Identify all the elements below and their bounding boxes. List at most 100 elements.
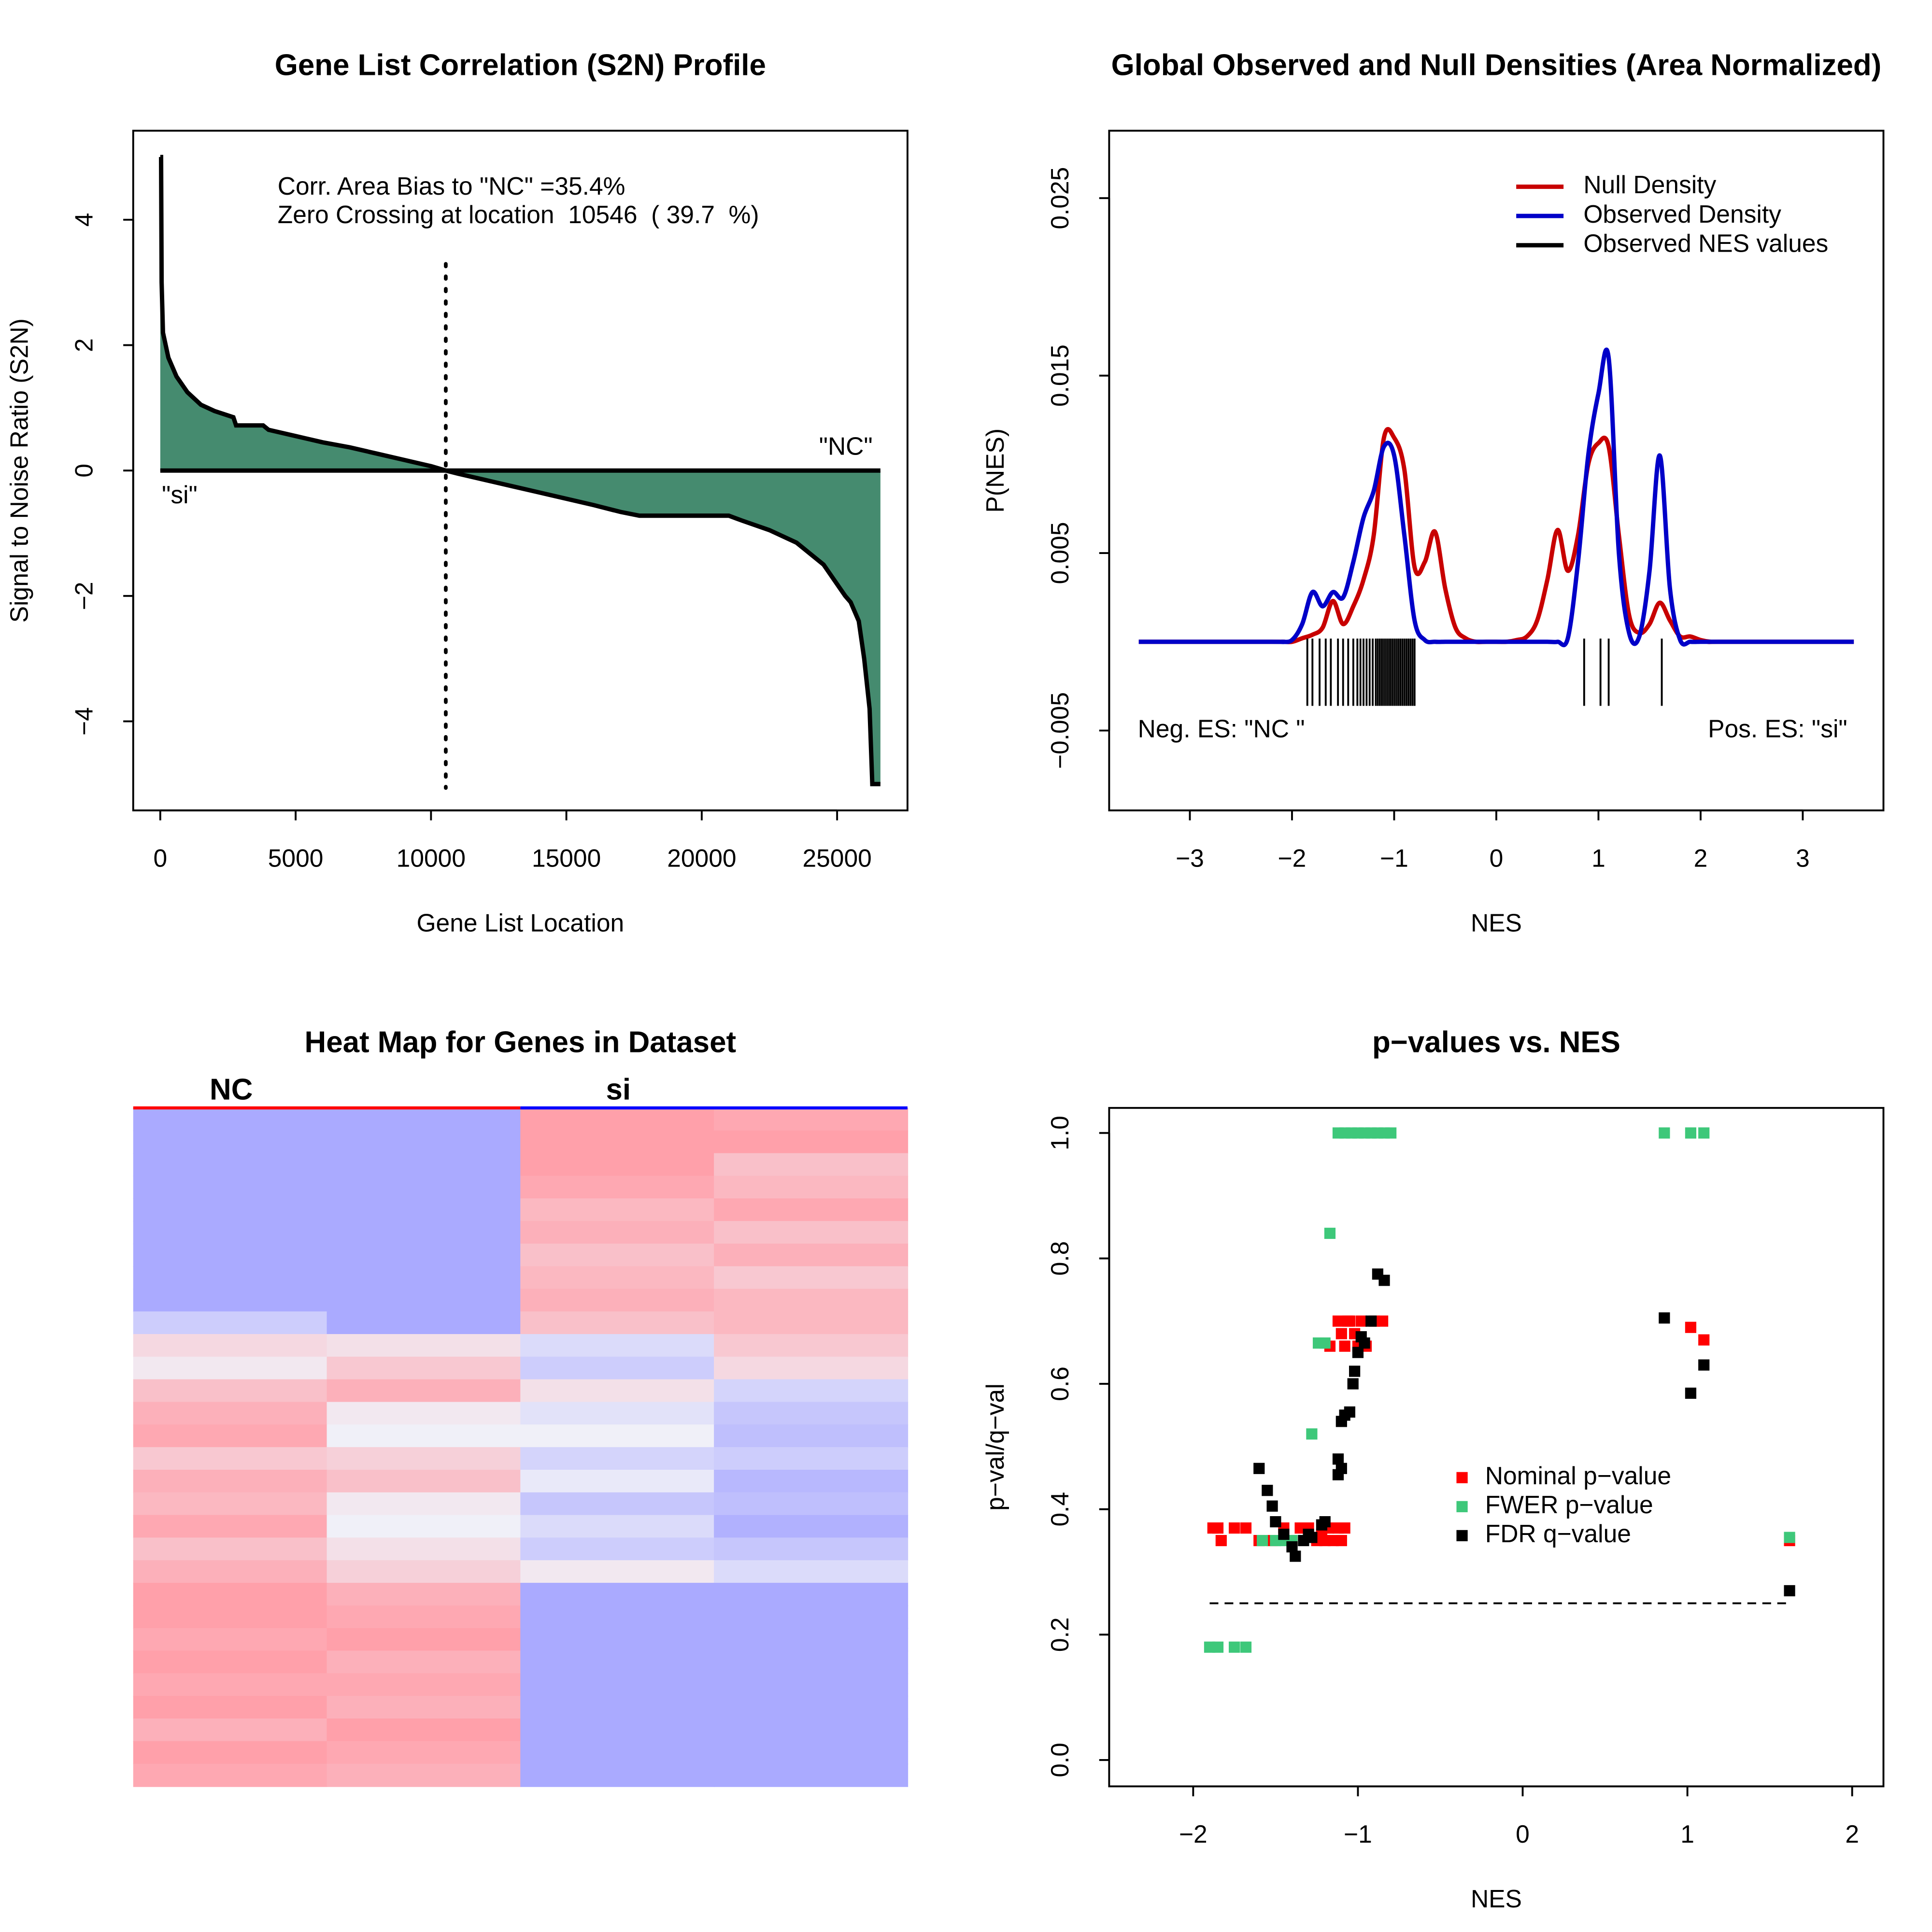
- heatmap-cell: [327, 1130, 521, 1154]
- heatmap-cell: [520, 1266, 715, 1290]
- point: [1685, 1387, 1697, 1399]
- heatmap-cell: [714, 1379, 909, 1403]
- density-line: [1138, 347, 1854, 648]
- heatmap-cell: [327, 1176, 521, 1199]
- heatmap-cell: [714, 1334, 909, 1358]
- heatmap-cell: [327, 1356, 521, 1380]
- heatmap-cell: [714, 1311, 909, 1335]
- heatmap-cell: [714, 1537, 909, 1561]
- x-tick-label: −1: [1344, 1820, 1372, 1848]
- heatmap-cell: [327, 1628, 521, 1651]
- heatmap-cell: [327, 1560, 521, 1584]
- heatmap-cell: [714, 1130, 909, 1154]
- legend-label: FDR q−value: [1485, 1520, 1631, 1548]
- plot-frame: [1108, 1107, 1885, 1788]
- heatmap-cell: [327, 1741, 521, 1764]
- heatmap-cell: [520, 1718, 715, 1742]
- heatmap-cell: [714, 1469, 909, 1493]
- heatmap-cell: [714, 1243, 909, 1267]
- heatmap-cell: [133, 1628, 327, 1651]
- heatmap-cell: [133, 1130, 327, 1154]
- point: [1229, 1641, 1240, 1653]
- chart-title: p−values vs. NES: [1372, 1026, 1620, 1059]
- heatmap-cell: [133, 1289, 327, 1312]
- heatmap-cell: [714, 1221, 909, 1245]
- heatmap-cell: [133, 1583, 327, 1606]
- y-tick-label: 0.8: [1046, 1241, 1074, 1276]
- heatmap-cell: [133, 1266, 327, 1290]
- point: [1335, 1534, 1347, 1547]
- heatmap-cell: [327, 1424, 521, 1448]
- heatmap-cell: [520, 1356, 715, 1380]
- heatmap-cell: [520, 1289, 715, 1312]
- heatmap-cell: [714, 1650, 909, 1674]
- heatmap-cell: [133, 1696, 327, 1719]
- heatmap-cell: [133, 1379, 327, 1403]
- y-tick-label: 1.0: [1046, 1116, 1074, 1151]
- heatmap-cell: [520, 1741, 715, 1764]
- heatmap-cell: [133, 1243, 327, 1267]
- heatmap-cell: [133, 1741, 327, 1764]
- annotation: "NC": [819, 432, 873, 460]
- x-tick-label: 2: [1845, 1820, 1859, 1848]
- point: [1324, 1227, 1336, 1239]
- y-axis-title: p−val/q−val: [981, 1383, 1009, 1511]
- heatmap-cell: [714, 1198, 909, 1222]
- legend-swatch: [1456, 1501, 1468, 1512]
- heatmap-cell: [327, 1763, 521, 1787]
- heatmap-cell: [133, 1492, 327, 1516]
- profile-line: [158, 155, 881, 786]
- heatmap-cell: [520, 1221, 715, 1245]
- heatmap-cell: [133, 1176, 327, 1199]
- point: [1253, 1463, 1265, 1474]
- chart-title: Global Observed and Null Densities (Area…: [1111, 49, 1882, 82]
- heatmap-cell: [520, 1108, 715, 1131]
- point: [1257, 1534, 1268, 1547]
- y-tick-label: 2: [70, 338, 98, 352]
- legend-label: FWER p−value: [1485, 1491, 1653, 1519]
- x-tick-label: 2: [1694, 844, 1708, 872]
- point: [1659, 1312, 1670, 1324]
- point: [1784, 1532, 1795, 1543]
- heatmap-cell: [520, 1583, 715, 1606]
- point: [1344, 1406, 1355, 1418]
- point: [1306, 1532, 1318, 1543]
- heatmap-cell: [714, 1696, 909, 1719]
- y-tick-label: 0.6: [1046, 1366, 1074, 1401]
- y-axis-title: Signal to Noise Ratio (S2N): [5, 318, 33, 623]
- heatmap-cell: [133, 1108, 327, 1131]
- heatmap-cell: [327, 1108, 521, 1131]
- heatmap-cell: [714, 1266, 909, 1290]
- legend-swatch: [1456, 1472, 1468, 1483]
- heatmap-cell: [714, 1492, 909, 1516]
- point: [1385, 1127, 1397, 1139]
- y-tick-label: 0.2: [1046, 1617, 1074, 1652]
- annotation: "si": [162, 481, 198, 509]
- heatmap-cell: [327, 1153, 521, 1177]
- group-label: si: [606, 1073, 631, 1107]
- point: [1698, 1359, 1710, 1371]
- legend-label: Nominal p−value: [1485, 1462, 1671, 1490]
- y-tick-label: 0.0: [1046, 1743, 1074, 1777]
- heatmap-cell: [714, 1718, 909, 1742]
- x-tick-label: 20000: [667, 844, 736, 872]
- x-tick-label: −2: [1278, 844, 1307, 872]
- y-tick-label: −0.005: [1046, 692, 1074, 769]
- heatmap-cell: [714, 1289, 909, 1312]
- heatmap-cell: [714, 1560, 909, 1584]
- chart-title: Heat Map for Genes in Dataset: [305, 1026, 737, 1059]
- point: [1378, 1275, 1390, 1286]
- point: [1270, 1516, 1281, 1528]
- heatmap-cell: [714, 1153, 909, 1177]
- y-tick-label: 0.4: [1046, 1492, 1074, 1527]
- heatmap-cell: [520, 1243, 715, 1267]
- heatmap-cell: [133, 1537, 327, 1561]
- heatmap-cell: [327, 1673, 521, 1697]
- point: [1352, 1347, 1364, 1358]
- heatmap-cell: [520, 1492, 715, 1516]
- x-tick-label: 0: [1516, 1820, 1530, 1848]
- heatmap-cell: [714, 1356, 909, 1380]
- heatmap-cell: [327, 1537, 521, 1561]
- point: [1266, 1500, 1278, 1512]
- point: [1659, 1127, 1670, 1139]
